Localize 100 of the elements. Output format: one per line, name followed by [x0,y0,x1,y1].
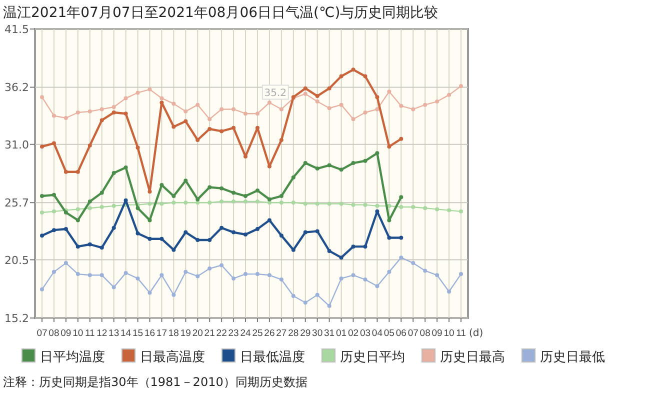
point [244,272,248,276]
point [375,151,380,156]
chart-title: 温江2021年07月07日至2021年08月06日日气温(℃)与历史同期比较 [3,5,438,21]
point [387,144,392,149]
x-tick-label: 09 [60,328,72,339]
point [399,205,404,210]
point [267,218,272,222]
point [196,238,200,242]
x-tick-label: 01 [336,328,347,339]
point [172,124,176,129]
point [100,118,104,122]
point [196,197,200,202]
point [327,86,332,90]
x-tick-label: 10 [444,328,454,339]
point [184,178,188,183]
point [315,202,320,206]
x-tick-label: 18 [168,328,179,339]
point [339,168,344,172]
point [339,276,344,280]
point [148,290,152,295]
x-tick-label: 21 [204,328,215,339]
x-tick-label: 13 [108,328,120,339]
point [447,290,452,294]
point [196,274,200,278]
point [399,195,404,200]
point [255,226,260,231]
point [351,273,356,278]
x-tick-label: 27 [276,328,287,339]
point [459,84,463,88]
point [124,198,128,202]
point [435,207,440,212]
point [208,238,212,242]
point [267,197,272,202]
point [363,110,368,115]
point [351,117,356,122]
point [387,90,392,94]
point [375,107,380,112]
point [196,102,200,107]
point [315,229,320,234]
point [399,104,404,108]
point [327,248,332,253]
x-axis-title: (d) [469,328,484,339]
point [327,106,332,110]
point [423,268,428,273]
point [363,244,368,249]
point [303,86,308,90]
point [291,175,296,180]
x-tick-label: 16 [144,328,156,339]
point [411,205,416,210]
point [255,112,260,116]
point [136,90,140,95]
point [76,244,80,249]
y-tick-label: 36.2 [4,81,29,94]
point [160,202,164,206]
point [459,272,463,276]
point [363,74,368,78]
x-tick-label: 07 [36,328,48,339]
point [208,185,212,190]
point [244,194,248,198]
point [291,200,296,205]
legend-label: 历史日最低 [540,350,605,365]
point [88,206,92,210]
y-tick-label: 15.2 [4,312,29,325]
point [447,92,452,97]
point [76,170,80,174]
point [339,202,344,206]
point [76,110,80,115]
point [136,231,140,236]
point [399,236,404,240]
point [339,102,344,107]
point [160,236,164,241]
legend-label: 日最低温度 [240,349,305,365]
point [363,202,368,207]
point [64,210,68,215]
point [88,273,92,278]
point [172,194,176,198]
line-series [40,256,463,308]
point [208,200,212,205]
point [52,209,56,214]
point [232,276,236,280]
x-tick-label: 06 [396,328,406,339]
point [255,272,260,276]
point [375,209,380,214]
point [375,95,380,100]
point [148,202,152,206]
x-tick-label: 14 [120,328,132,339]
point [124,165,128,170]
point [399,136,404,141]
x-tick-label: 19 [180,328,191,339]
point [327,202,332,206]
point [255,126,260,130]
point [315,166,320,171]
point [255,188,260,193]
point [459,209,463,214]
point [184,119,188,124]
point [88,143,92,148]
point [40,144,44,149]
point [52,114,56,118]
x-tick-label: 15 [132,328,144,339]
point [279,138,284,142]
